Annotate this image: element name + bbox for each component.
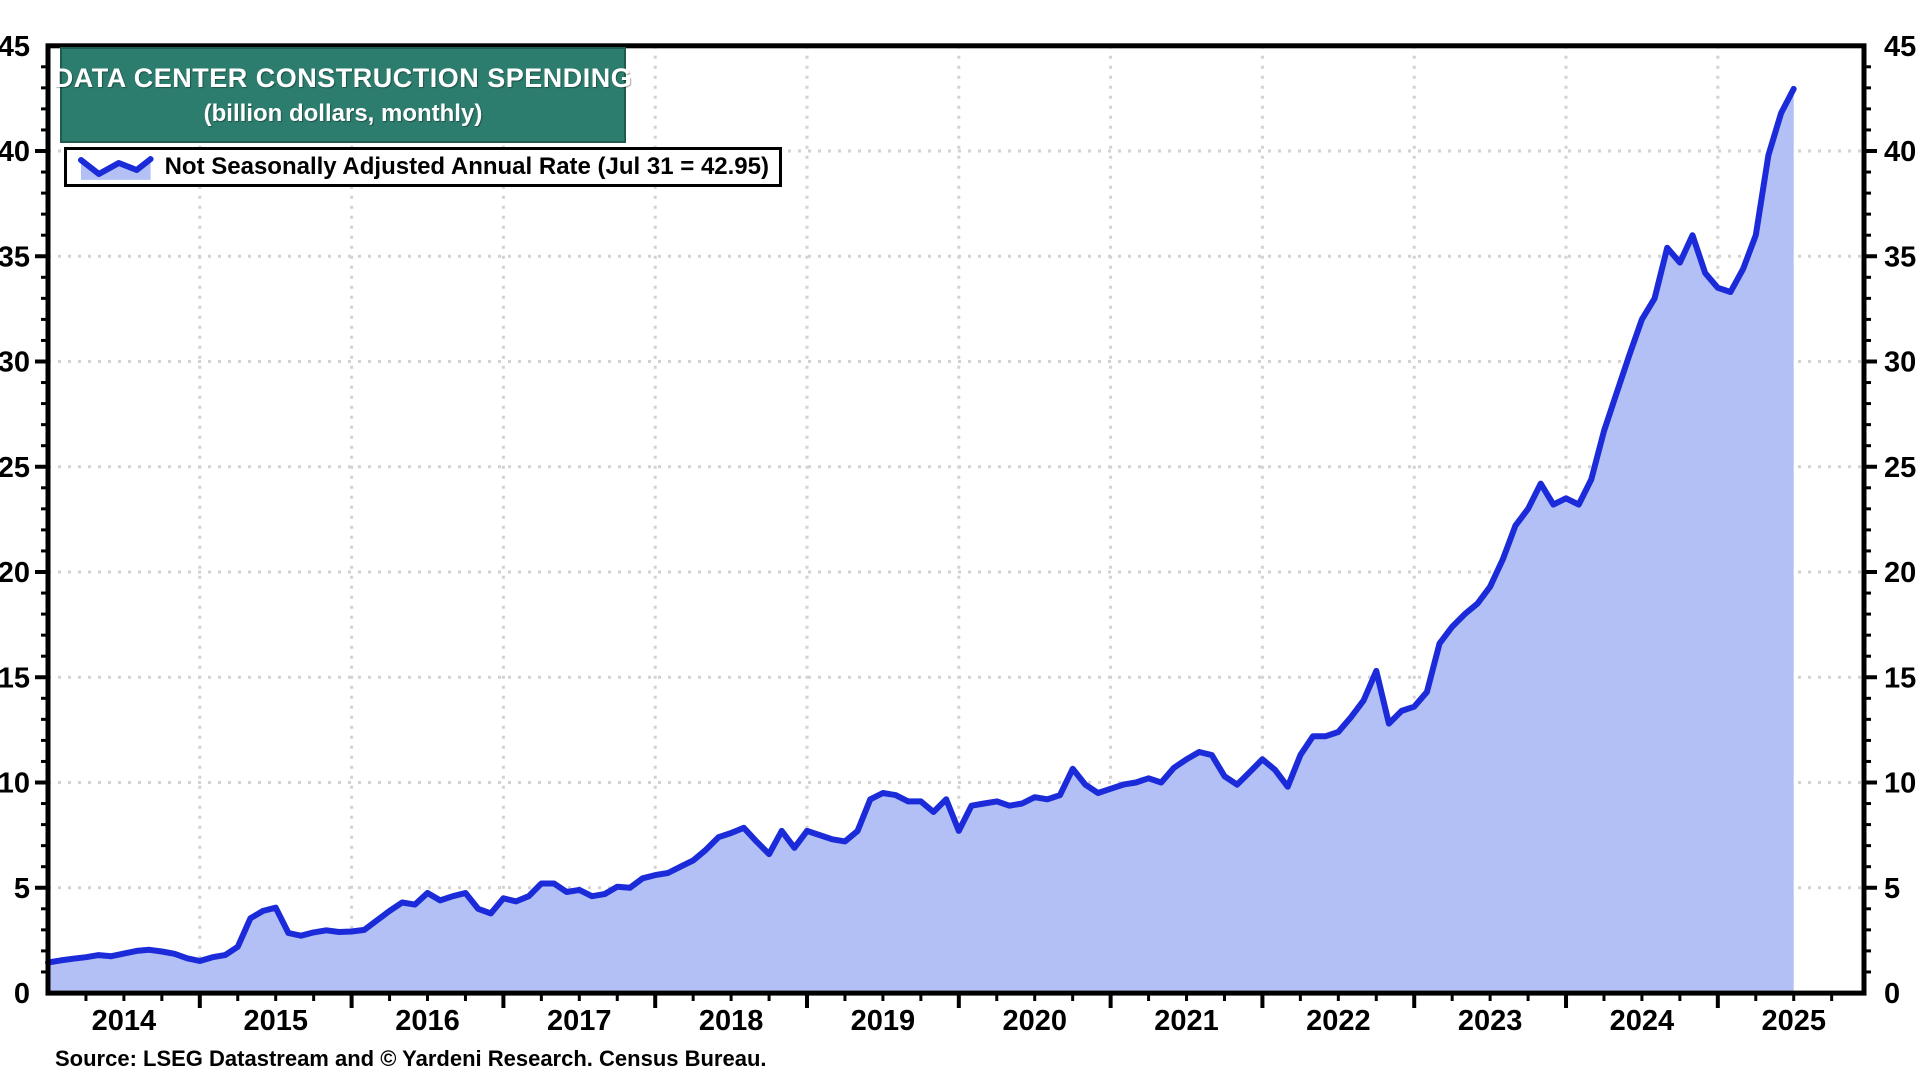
x-axis-label-2022: 2022 <box>1306 1005 1371 1037</box>
y-axis-label-right-40: 40 <box>1884 136 1916 168</box>
y-axis-labels-left: 0 5 10 15 20 25 30 35 40 45 <box>0 31 30 1010</box>
y-axis-label-left-35: 35 <box>0 241 30 273</box>
x-axis-label-2016: 2016 <box>395 1005 460 1037</box>
chart-subtitle: (billion dollars, monthly) <box>203 99 483 127</box>
y-axis-label-left-25: 25 <box>0 452 30 484</box>
y-axis-label-left-15: 15 <box>0 662 30 694</box>
axis-ticks <box>35 65 1877 1008</box>
x-axis-labels: 2014 2015 2016 2017 2018 2019 2020 2021 2022 2023… <box>92 1005 1826 1037</box>
x-axis-label-2025: 2025 <box>1761 1005 1826 1037</box>
spending-area <box>48 88 1794 993</box>
y-axis-labels-right: 0 5 10 15 20 25 30 35 40 45 <box>1884 31 1916 1010</box>
y-axis-label-left-20: 20 <box>0 557 30 589</box>
plot-frame <box>45 43 1867 996</box>
y-axis-label-left-10: 10 <box>0 768 30 800</box>
x-axis-label-2024: 2024 <box>1610 1005 1675 1037</box>
legend-label: Not Seasonally Adjusted Annual Rate (Jul… <box>164 153 769 180</box>
x-axis-label-2015: 2015 <box>243 1005 308 1037</box>
y-axis-label-left-30: 30 <box>0 347 30 379</box>
y-axis-label-right-0: 0 <box>1884 978 1900 1010</box>
y-axis-label-right-5: 5 <box>1884 873 1900 905</box>
title-box: DATA CENTER CONSTRUCTION SPENDING (billi… <box>54 47 632 143</box>
legend-line-icon <box>77 156 154 180</box>
x-axis-label-2014: 2014 <box>92 1005 157 1037</box>
spending-line <box>45 85 1797 966</box>
x-axis-label-2021: 2021 <box>1154 1005 1219 1037</box>
y-axis-label-right-10: 10 <box>1884 768 1916 800</box>
area-series <box>48 88 1794 993</box>
y-axis-label-left-40: 40 <box>0 136 30 168</box>
x-axis-label-2020: 2020 <box>1002 1005 1067 1037</box>
chart-title: DATA CENTER CONSTRUCTION SPENDING <box>53 62 633 93</box>
legend: Not Seasonally Adjusted Annual Rate (Jul… <box>64 147 782 187</box>
line-series <box>45 85 1797 966</box>
y-axis-label-left-45: 45 <box>0 31 30 63</box>
y-axis-label-right-30: 30 <box>1884 347 1916 379</box>
source-note: Source: LSEG Datastream and © Yardeni Re… <box>55 1046 767 1071</box>
y-axis-label-right-45: 45 <box>1884 31 1916 63</box>
y-axis-label-right-25: 25 <box>1884 452 1916 484</box>
x-axis-label-2023: 2023 <box>1458 1005 1523 1037</box>
x-axis-label-2017: 2017 <box>547 1005 612 1037</box>
y-axis-label-right-20: 20 <box>1884 557 1916 589</box>
y-axis-label-right-15: 15 <box>1884 662 1916 694</box>
y-axis-label-right-35: 35 <box>1884 241 1916 273</box>
x-axis-label-2018: 2018 <box>699 1005 764 1037</box>
y-axis-label-left-5: 5 <box>14 873 30 905</box>
x-axis-label-2019: 2019 <box>851 1005 916 1037</box>
y-axis-label-left-0: 0 <box>14 978 30 1010</box>
